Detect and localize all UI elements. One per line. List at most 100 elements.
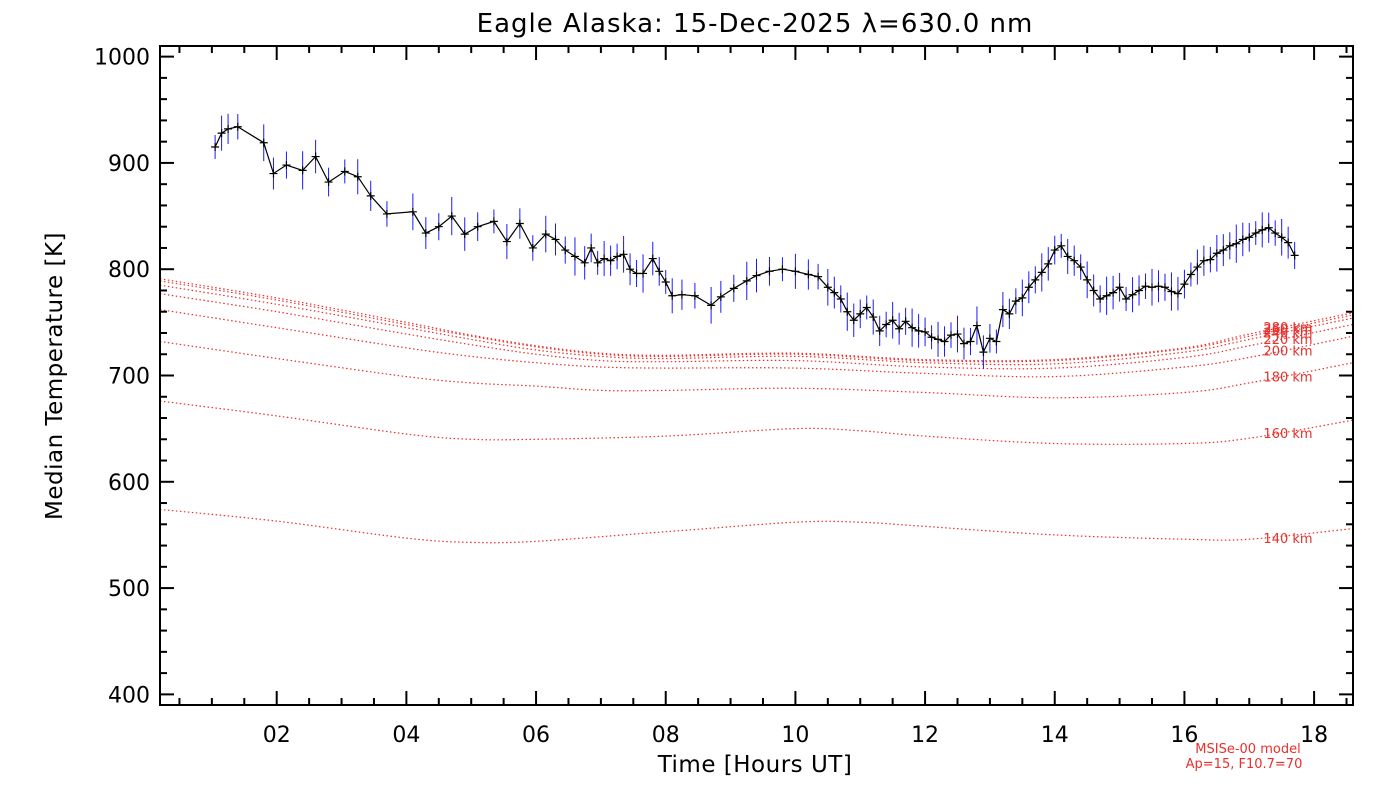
- observed-point: [765, 267, 774, 276]
- observed-point: [1232, 239, 1241, 248]
- model-label-280km: 280 km: [1263, 321, 1312, 336]
- observed-point: [600, 254, 609, 263]
- model-label-160km: 160 km: [1263, 427, 1312, 442]
- observed-point: [791, 267, 800, 276]
- x-tick-label: 06: [522, 723, 550, 748]
- observed-point: [742, 276, 751, 285]
- observed-point: [1102, 291, 1111, 300]
- model-annotation-params: Ap=15, F10.7=70: [1186, 757, 1303, 772]
- observed-point: [1284, 238, 1293, 247]
- x-tick-label: 02: [263, 723, 291, 748]
- observed-point: [914, 326, 923, 335]
- observed-point: [233, 122, 242, 131]
- observed-point: [959, 339, 968, 348]
- observed-point: [1063, 252, 1072, 261]
- model-label-180km: 180 km: [1263, 371, 1312, 386]
- chart-title: Eagle Alaska: 15-Dec-2025 λ=630.0 nm: [477, 9, 1034, 39]
- observed-point: [908, 323, 917, 332]
- model-curve-240km: [159, 284, 1354, 366]
- observed-point: [447, 212, 456, 221]
- observed-point: [408, 207, 417, 216]
- observed-point: [541, 230, 550, 239]
- x-tick-label: 12: [911, 723, 939, 748]
- observed-point: [998, 305, 1007, 314]
- observed-point: [752, 271, 761, 280]
- x-tick-label: 16: [1170, 723, 1198, 748]
- observed-point: [1070, 256, 1079, 265]
- observed-point: [992, 337, 1001, 346]
- observed-point: [1050, 246, 1059, 255]
- observed-point: [298, 166, 307, 175]
- observed-point: [804, 270, 813, 279]
- observed-point: [434, 222, 443, 231]
- observed-point: [1128, 290, 1137, 299]
- y-tick-label: 600: [108, 471, 150, 496]
- observed-point: [1206, 255, 1215, 264]
- y-tick-label: 500: [108, 577, 150, 602]
- observed-point: [1290, 251, 1299, 260]
- observed-point: [1245, 233, 1254, 242]
- observed-point: [1225, 241, 1234, 250]
- observed-point: [707, 301, 716, 310]
- observed-point: [551, 235, 560, 244]
- model-curve-220km: [159, 293, 1354, 370]
- observed-point: [1212, 249, 1221, 258]
- observed-point: [224, 124, 233, 133]
- observed-point: [502, 237, 511, 246]
- observed-point: [561, 246, 570, 255]
- observed-point: [1057, 241, 1066, 250]
- observed-point: [648, 254, 657, 263]
- observed-point: [1180, 280, 1189, 289]
- observed-point: [655, 267, 664, 276]
- observed-point: [1148, 283, 1157, 292]
- observed-point: [515, 219, 524, 228]
- observed-point: [830, 288, 839, 297]
- observed-point: [1271, 229, 1280, 238]
- observed-point: [593, 258, 602, 267]
- observed-point: [1044, 259, 1053, 268]
- observed-point: [606, 256, 615, 265]
- observed-point: [1037, 268, 1046, 277]
- observed-point: [979, 348, 988, 357]
- observed-point: [211, 142, 220, 151]
- observed-point: [613, 252, 622, 261]
- observed-point: [1122, 294, 1131, 303]
- observed-point: [1011, 297, 1020, 306]
- observed-point: [940, 337, 949, 346]
- observed-point: [1264, 223, 1273, 232]
- observed-point: [823, 283, 832, 292]
- observed-point: [489, 217, 498, 226]
- observed-point: [528, 243, 537, 252]
- observed-point: [1096, 294, 1105, 303]
- observed-point: [778, 265, 787, 274]
- x-tick-label: 10: [781, 723, 809, 748]
- observed-point: [1005, 309, 1014, 318]
- x-tick-label: 04: [392, 723, 420, 748]
- observed-point: [366, 191, 375, 200]
- observed-point: [985, 334, 994, 343]
- observed-point: [353, 172, 362, 181]
- model-curve-180km: [159, 340, 1354, 399]
- observed-point: [1154, 282, 1163, 291]
- model-label-260km: 260 km: [1263, 323, 1312, 338]
- observed-point: [1109, 288, 1118, 297]
- observed-point: [927, 333, 936, 342]
- observed-point: [639, 269, 648, 278]
- model-curve-280km: [159, 278, 1354, 362]
- observed-point: [843, 307, 852, 316]
- observed-point: [1251, 229, 1260, 238]
- model-curve-140km: [159, 508, 1354, 544]
- observed-point: [716, 292, 725, 301]
- observed-point: [626, 265, 635, 274]
- observed-point: [1193, 263, 1202, 272]
- model-label-220km: 220 km: [1263, 333, 1312, 348]
- observed-point: [619, 250, 628, 259]
- observed-point: [661, 277, 670, 286]
- observed-point: [1141, 282, 1150, 291]
- model-annotation-name: MSISe-00 model: [1195, 742, 1300, 757]
- observed-point: [1258, 225, 1267, 234]
- observed-point: [1031, 275, 1040, 284]
